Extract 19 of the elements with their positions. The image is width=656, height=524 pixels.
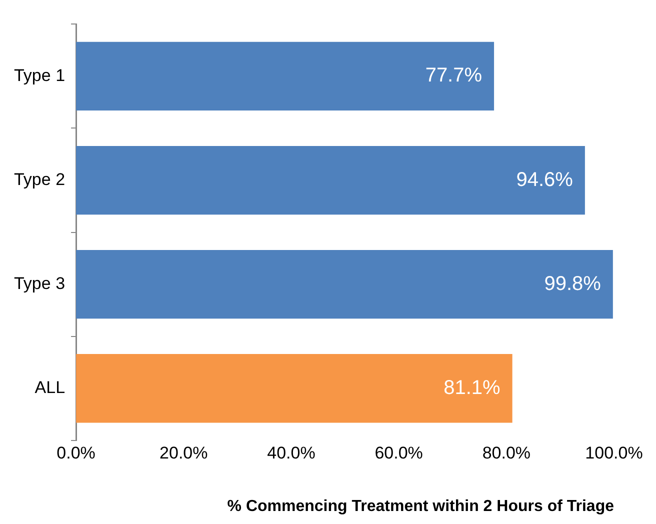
bar <box>76 250 613 319</box>
bar <box>76 354 512 423</box>
data-label: 81.1% <box>444 376 501 399</box>
x-tick-label: 20.0% <box>160 443 208 462</box>
y-tick-label: Type 3 <box>14 274 66 294</box>
data-label: 99.8% <box>544 272 602 295</box>
data-label: 77.7% <box>425 64 482 87</box>
x-tick-label: 80.0% <box>482 443 531 462</box>
y-tick-label: Type 2 <box>14 170 66 189</box>
x-tick-label: 60.0% <box>374 443 423 462</box>
y-tick-label: ALL <box>34 378 66 398</box>
data-label: 94.6% <box>516 168 574 191</box>
x-tick-label: 40.0% <box>267 443 316 462</box>
x-axis-title: % Commencing Treatment within 2 Hours of Triage <box>227 498 614 515</box>
x-tick-label: 0.0% <box>56 443 96 462</box>
bar <box>76 42 494 111</box>
x-tick-label: 100.0% <box>585 443 643 462</box>
bar <box>76 146 585 215</box>
y-tick-label: Type 1 <box>14 66 66 85</box>
